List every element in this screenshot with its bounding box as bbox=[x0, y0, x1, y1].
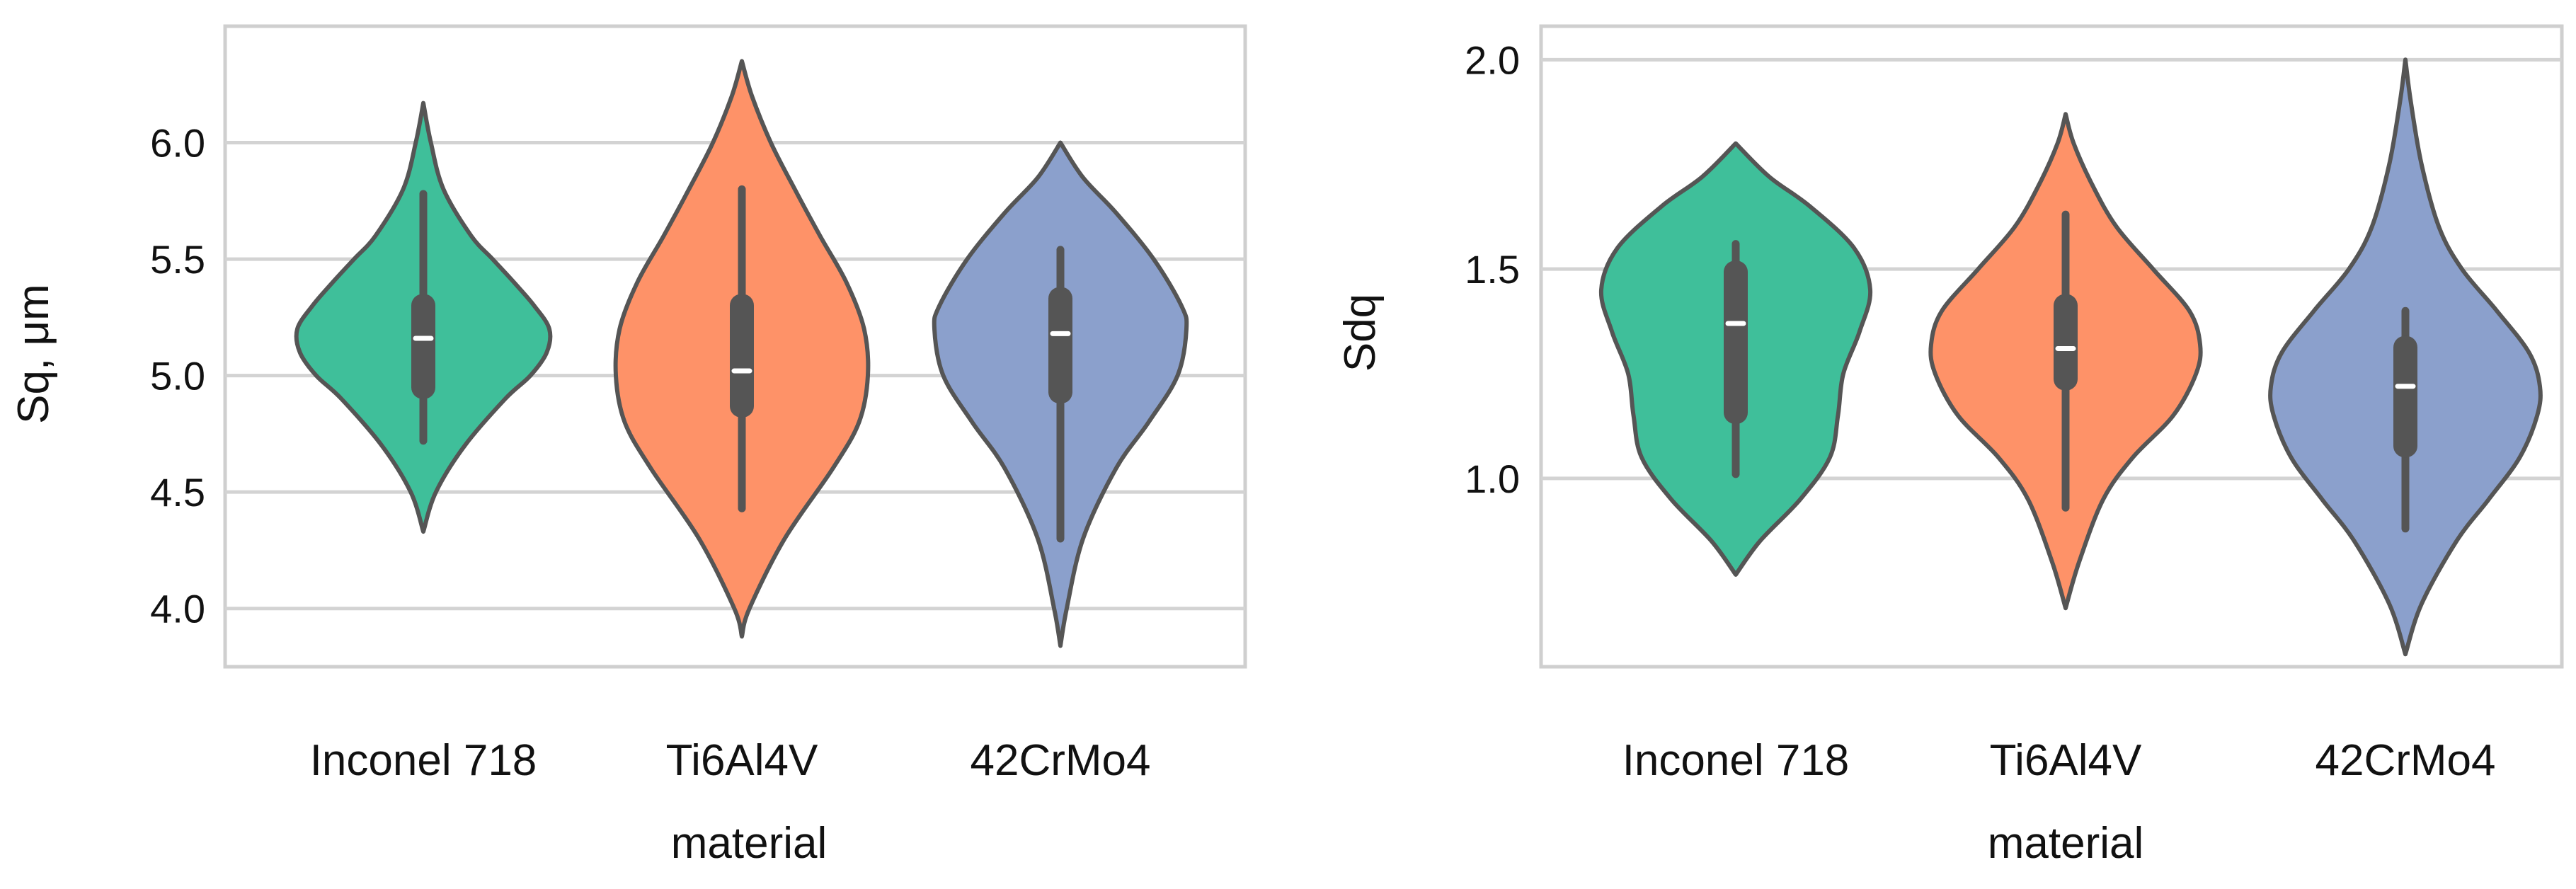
sdq-violin-iqr-box bbox=[2054, 294, 2078, 391]
sq-x-tick-label: Ti6Al4V bbox=[666, 736, 818, 785]
sdq-x-tick-label: Ti6Al4V bbox=[1990, 736, 2142, 785]
sq-x-tick-label: 42CrMo4 bbox=[971, 736, 1151, 785]
sdq-plot-area-frame bbox=[1539, 24, 2564, 669]
sdq-x-tick-labels: Inconel 718 Ti6Al4V 42CrMo4 bbox=[1622, 736, 2496, 785]
sq-violins bbox=[294, 59, 1189, 648]
sdq-x-tick-label: Inconel 718 bbox=[1622, 736, 1850, 785]
sdq-y-tick-label: 1.5 bbox=[1465, 247, 1520, 292]
sdq-x-tick-label: 42CrMo4 bbox=[2315, 736, 2496, 785]
sdq-violin-iqr-box bbox=[1724, 260, 1748, 424]
sq-violin-3 bbox=[932, 140, 1189, 648]
sdq-violin-1 bbox=[1598, 141, 1873, 577]
sq-y-tick-label: 4.0 bbox=[150, 587, 205, 631]
sq-y-axis-label: Sq, μm bbox=[9, 284, 58, 424]
sdq-y-tick-label: 1.0 bbox=[1465, 457, 1520, 501]
sq-y-tick-label: 5.0 bbox=[150, 354, 205, 398]
sdq-y-axis-label: Sdq bbox=[1336, 294, 1385, 372]
sq-violin-1 bbox=[294, 101, 553, 534]
sdq-violins bbox=[1598, 57, 2543, 657]
sq-y-tick-labels: 4.0 4.5 5.0 5.5 6.0 bbox=[150, 121, 205, 631]
sq-violin-chart: 4.0 4.5 5.0 5.5 6.0 Inconel 718 Ti6Al4V … bbox=[9, 24, 1247, 868]
sdq-violin-3 bbox=[2268, 57, 2543, 657]
sq-violin-iqr-box bbox=[411, 294, 435, 399]
sdq-x-axis-label: material bbox=[1988, 819, 2144, 868]
sdq-y-tick-label: 2.0 bbox=[1465, 38, 1520, 82]
sq-y-tick-label: 4.5 bbox=[150, 470, 205, 515]
sq-y-tick-label: 5.5 bbox=[150, 237, 205, 282]
sq-violin-iqr-box bbox=[1048, 287, 1072, 404]
sq-violin-2 bbox=[613, 59, 871, 639]
sq-x-axis-label: material bbox=[671, 819, 828, 868]
sq-y-tick-label: 6.0 bbox=[150, 121, 205, 166]
sdq-violin-2 bbox=[1928, 112, 2203, 611]
sq-plot-area-frame bbox=[223, 24, 1247, 669]
sdq-violin-iqr-box bbox=[2393, 335, 2417, 458]
sdq-y-tick-labels: 1.0 1.5 2.0 bbox=[1465, 38, 1520, 501]
sq-x-tick-labels: Inconel 718 Ti6Al4V 42CrMo4 bbox=[310, 736, 1151, 785]
sq-x-tick-label: Inconel 718 bbox=[310, 736, 537, 785]
sdq-violin-chart: 1.0 1.5 2.0 Inconel 718 Ti6Al4V 42CrMo4 … bbox=[1336, 24, 2564, 868]
sq-violin-iqr-box bbox=[730, 294, 754, 418]
